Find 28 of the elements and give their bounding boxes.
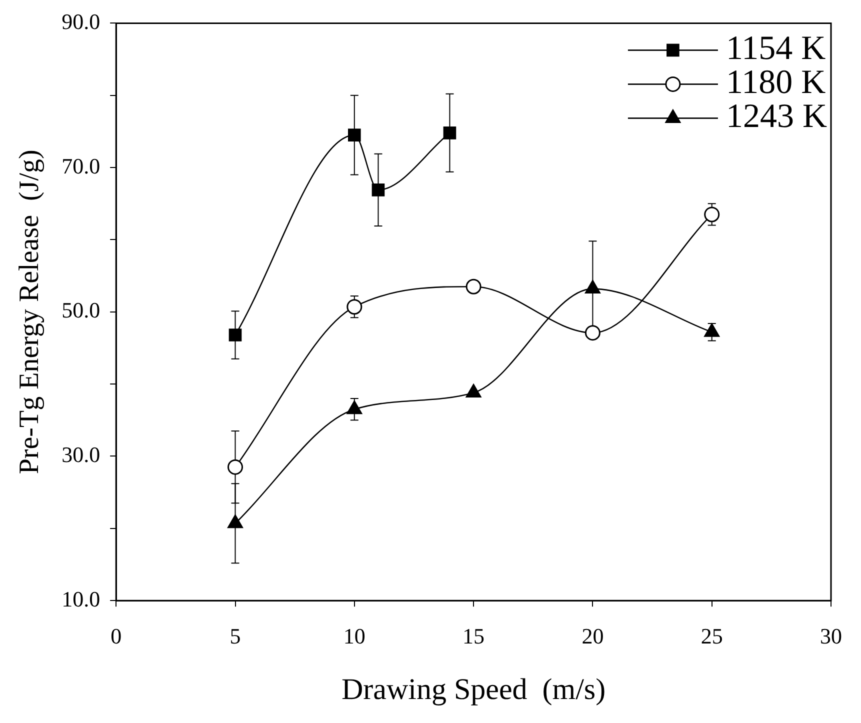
y-axis-title: Pre-Tg Energy Release (J/g)	[14, 150, 46, 474]
x-tick-label: 5	[230, 624, 241, 649]
x-tick-label: 15	[462, 624, 485, 649]
x-axis-title: Drawing Speed (m/s)	[341, 672, 606, 706]
point	[346, 400, 362, 414]
point	[704, 206, 720, 222]
y-tick-label: 90.0	[62, 8, 100, 34]
x-tick-label: 25	[700, 624, 723, 649]
point	[228, 459, 243, 475]
x-tick-label: 10	[343, 624, 366, 649]
point	[228, 328, 242, 342]
x-tick-label: 20	[582, 624, 604, 649]
point	[584, 325, 600, 341]
point	[346, 299, 362, 315]
y-tick-label: 70.0	[62, 153, 100, 178]
point	[443, 126, 456, 140]
y-tick-label: 10.0	[62, 586, 100, 612]
point	[348, 128, 361, 142]
point	[372, 184, 385, 196]
y-tick-label: 50.0	[62, 298, 100, 323]
point	[228, 514, 243, 528]
y-tick-label: 30.0	[62, 442, 100, 468]
x-tick-label: 30	[820, 624, 842, 649]
point	[466, 384, 482, 398]
point	[466, 278, 482, 294]
point	[585, 280, 600, 294]
point	[704, 323, 720, 337]
x-tick-label: 0	[110, 624, 122, 649]
